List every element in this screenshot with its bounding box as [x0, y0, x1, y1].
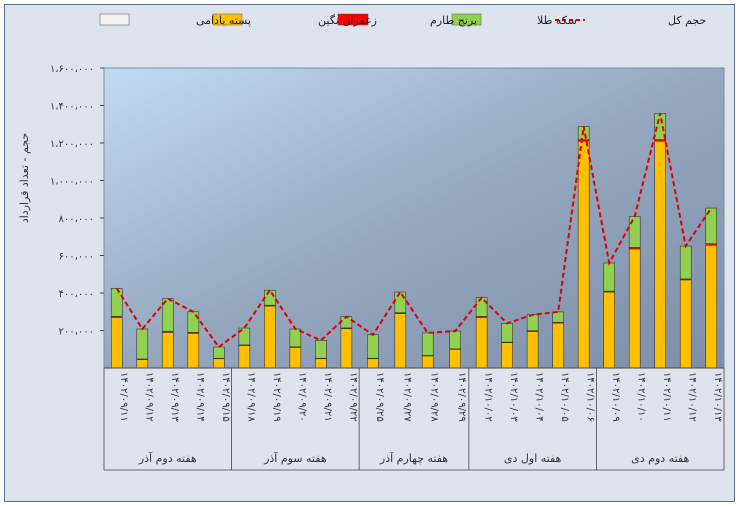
bar-segment — [526, 314, 539, 331]
x-tick-label: ۱۴۰۲/۰۹/۲۸ — [429, 372, 440, 422]
bar-segment — [340, 328, 353, 369]
bar-segment — [654, 140, 667, 369]
bar-segment — [449, 348, 461, 369]
bar-segment — [603, 262, 615, 292]
legend-pistachio-swatch — [99, 13, 130, 26]
x-tick-label: ۱۴۰۲/۰۹/۲۹ — [456, 372, 467, 422]
bar-segment — [340, 316, 353, 329]
x-tick-label: ۱۴۰۲/۰۹/۱۸ — [245, 372, 256, 422]
bar-segment — [394, 313, 407, 369]
total-volume-line — [115, 113, 713, 349]
week-group-label: هفته دوم دی — [631, 452, 689, 465]
week-group-label: هفته اول دی — [504, 452, 562, 465]
bar-segment — [603, 291, 615, 369]
bar-segment — [501, 342, 513, 369]
bar-segment — [394, 291, 407, 313]
bar-segment — [289, 347, 302, 369]
x-tick-label: ۱۴۰۲/۰۹/۱۴ — [194, 372, 205, 422]
x-tick-label: ۱۴۰۲/۰۹/۲۵ — [374, 372, 385, 422]
legend: حجم کل سکه طلا برنج طارم زعفران نگین پست… — [99, 13, 706, 27]
x-tick-label: ۱۴۰۲/۱۰/۰۵ — [559, 372, 570, 422]
bar-segment — [161, 332, 174, 369]
bar-segment — [628, 216, 641, 248]
bar-segment — [136, 359, 149, 369]
bar-segment — [421, 332, 434, 356]
bar-segment — [187, 311, 200, 333]
x-tick-label: ۱۴۰۲/۰۹/۱۳ — [169, 372, 180, 422]
bar-segment — [449, 330, 461, 350]
legend-saffron-swatch — [212, 13, 243, 26]
y-tick-label: ۱،۴۰۰،۰۰۰ — [50, 102, 94, 113]
bar-segment — [475, 317, 488, 369]
x-tick-label: ۱۴۰۲/۱۰/۰۴ — [534, 372, 545, 422]
bar-segment — [705, 244, 718, 369]
bar-segment — [264, 289, 276, 306]
x-tick-label: ۱۴۰۲/۰۹/۱۹ — [271, 372, 282, 422]
bar-segment — [552, 311, 564, 323]
week-group-label: هفته سوم آذر — [263, 451, 327, 465]
y-tick-label: ۱،۶۰۰،۰۰۰ — [50, 64, 94, 75]
week-group-label: هفته چهارم آذر — [379, 451, 448, 465]
y-tick-label: ۱،۰۰۰،۰۰۰ — [50, 177, 94, 188]
bar-segment — [136, 328, 149, 360]
plot-area — [103, 67, 725, 369]
y-tick-label: ۴۰۰،۰۰۰ — [59, 289, 94, 300]
x-tick-label: ۱۴۰۲/۱۰/۰۶ — [585, 372, 596, 422]
bar-segment — [315, 340, 327, 359]
legend-pistachio-label: پسته بادامی — [196, 14, 251, 27]
week-group-label: هفته دوم آذر — [138, 451, 197, 465]
bar-segment — [421, 355, 434, 369]
x-tick-label: ۱۴۰۲/۱۰/۱۰ — [636, 372, 647, 422]
bar-segment — [679, 245, 692, 280]
x-tick-label: ۱۴۰۲/۰۹/۱۵ — [220, 372, 231, 422]
legend-rice-label: برنج طارم — [430, 14, 477, 27]
y-tick-label: ۲۰۰،۰۰۰ — [59, 327, 94, 338]
bar-segment — [577, 140, 590, 369]
bar-segment — [315, 358, 327, 369]
bar-segment — [526, 331, 539, 369]
y-tick-label: ۱،۲۰۰،۰۰۰ — [50, 139, 94, 150]
bar-segment — [552, 322, 564, 369]
bar-segment — [238, 345, 251, 369]
x-tick-label: ۱۴۰۲/۰۹/۱۲ — [143, 372, 154, 422]
x-tick-label: ۱۴۰۲/۱۰/۱۲ — [687, 372, 698, 422]
bar-segment — [264, 305, 276, 369]
x-tick-label: ۱۴۰۲/۱۰/۰۹ — [610, 372, 621, 422]
y-tick-label: ۸۰۰،۰۰۰ — [59, 214, 94, 225]
bar-segment — [367, 358, 379, 369]
legend-saffron-label: زعفران نگین — [318, 14, 377, 27]
bar-segment — [110, 288, 123, 317]
bar-segment — [367, 334, 379, 359]
legend-total-label: حجم کل — [668, 14, 706, 27]
bar-segment — [501, 323, 513, 343]
legend-rice-swatch — [337, 13, 369, 26]
y-tick-label: ۶۰۰،۰۰۰ — [59, 252, 94, 263]
bar-segment — [213, 346, 225, 359]
bar-segment — [187, 333, 200, 369]
x-tick-label: ۱۴۰۲/۱۰/۰۲ — [483, 372, 494, 422]
legend-gold-coin-label: سکه طلا — [537, 14, 577, 27]
bar-segment — [213, 358, 225, 369]
x-tick-label: ۱۴۰۲/۱۰/۰۳ — [508, 372, 519, 422]
x-tick-label: ۱۴۰۲/۰۹/۲۱ — [322, 372, 333, 422]
x-tick-label: ۱۴۰۲/۱۰/۱۱ — [661, 372, 672, 422]
bar-segment — [679, 279, 692, 369]
legend-gold-coin-swatch — [451, 13, 482, 26]
bar-segment — [628, 248, 641, 369]
x-tick-label: ۱۴۰۲/۱۰/۱۳ — [712, 372, 723, 422]
bar-segment — [110, 317, 123, 369]
x-tick-label: ۱۴۰۲/۰۹/۲۲ — [347, 372, 358, 422]
x-tick-label: ۱۴۰۲/۰۹/۲۷ — [401, 372, 412, 422]
x-tick-label: ۱۴۰۲/۰۹/۲۰ — [296, 372, 307, 422]
y-axis-title: حجم - تعداد قرارداد — [18, 133, 31, 223]
x-tick-label: ۱۴۰۲/۰۹/۱۱ — [118, 372, 129, 422]
